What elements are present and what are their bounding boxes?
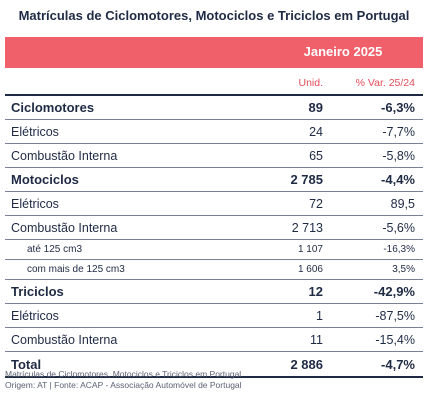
source-note: Matrículas de Ciclomotores, Motociclos e… bbox=[5, 369, 242, 391]
row-variation: -5,6% bbox=[382, 221, 415, 235]
table-row-mais-125: com mais de 125 cm3 1 606 3,5% bbox=[5, 260, 423, 280]
row-units: 72 bbox=[309, 197, 323, 211]
row-label: Elétricos bbox=[11, 309, 59, 323]
table-row-triciclos: Triciclos 12 -42,9% bbox=[5, 280, 423, 304]
table-row-ciclomotores-eletricos: Elétricos 24 -7,7% bbox=[5, 120, 423, 144]
row-variation: -4,4% bbox=[381, 172, 415, 187]
row-units: 1 bbox=[316, 309, 323, 323]
row-units: 1 606 bbox=[297, 264, 323, 275]
row-units: 65 bbox=[309, 149, 323, 163]
table-row-triciclos-eletricos: Elétricos 1 -87,5% bbox=[5, 304, 423, 328]
row-label: com mais de 125 cm3 bbox=[27, 264, 125, 275]
period-header: Janeiro 2025 bbox=[303, 44, 383, 59]
row-variation: -87,5% bbox=[375, 309, 415, 323]
source-note-line2: Origem: AT | Fonte: ACAP - Associação Au… bbox=[5, 380, 242, 390]
row-label: Triciclos bbox=[11, 284, 64, 299]
row-variation: -6,3% bbox=[381, 100, 415, 115]
column-header-variation: % Var. 25/24 bbox=[355, 77, 415, 89]
row-units: 89 bbox=[308, 100, 323, 115]
row-variation: -16,3% bbox=[383, 244, 415, 255]
row-variation: -42,9% bbox=[373, 284, 415, 299]
row-label: Total bbox=[11, 357, 42, 372]
table-row-ciclomotores: Ciclomotores 89 -6,3% bbox=[5, 96, 423, 120]
row-label: Elétricos bbox=[11, 125, 59, 139]
table-row-triciclos-combustao: Combustão Interna 11 -15,4% bbox=[5, 328, 423, 352]
table-row-ate-125: até 125 cm3 1 107 -16,3% bbox=[5, 240, 423, 260]
row-units: 11 bbox=[310, 333, 323, 347]
table-title: Matrículas de Ciclomotores, Motociclos e… bbox=[18, 8, 410, 23]
row-label: Combustão Interna bbox=[11, 333, 118, 347]
row-variation: -15,4% bbox=[375, 333, 415, 347]
source-note-line1: Matrículas de Ciclomotores, Motociclos e… bbox=[5, 369, 242, 379]
row-label: Combustão Interna bbox=[11, 221, 118, 235]
table-row-motociclos: Motociclos 2 785 -4,4% bbox=[5, 168, 423, 192]
row-label: até 125 cm3 bbox=[27, 244, 83, 255]
row-units: 2 713 bbox=[291, 221, 323, 235]
row-variation: -7,7% bbox=[382, 125, 415, 139]
row-units: 2 886 bbox=[290, 357, 323, 372]
registrations-table: Janeiro 2025 Unid. % Var. 25/24 Ciclomot… bbox=[5, 37, 423, 378]
row-units: 24 bbox=[309, 125, 323, 139]
row-label: Motociclos bbox=[11, 172, 79, 187]
table-row-total: Total 2 886 -4,7% bbox=[5, 352, 423, 378]
row-label: Ciclomotores bbox=[11, 100, 95, 115]
table-row-motociclos-combustao: Combustão Interna 2 713 -5,6% bbox=[5, 216, 423, 240]
table-row-motociclos-eletricos: Elétricos 72 89,5 bbox=[5, 192, 423, 216]
table-row-ciclomotores-combustao: Combustão Interna 65 -5,8% bbox=[5, 144, 423, 168]
row-variation: 3,5% bbox=[392, 264, 415, 275]
table-header-band: Janeiro 2025 bbox=[5, 37, 423, 68]
column-headers: Unid. % Var. 25/24 bbox=[5, 68, 423, 96]
row-units: 12 bbox=[308, 284, 323, 299]
row-variation: 89,5 bbox=[390, 197, 415, 211]
row-label: Elétricos bbox=[11, 197, 59, 211]
row-label: Combustão Interna bbox=[11, 149, 118, 163]
row-variation: -5,8% bbox=[382, 149, 415, 163]
row-units: 1 107 bbox=[297, 244, 323, 255]
column-header-units: Unid. bbox=[298, 77, 323, 89]
row-variation: -4,7% bbox=[381, 357, 415, 372]
row-units: 2 785 bbox=[290, 172, 323, 187]
